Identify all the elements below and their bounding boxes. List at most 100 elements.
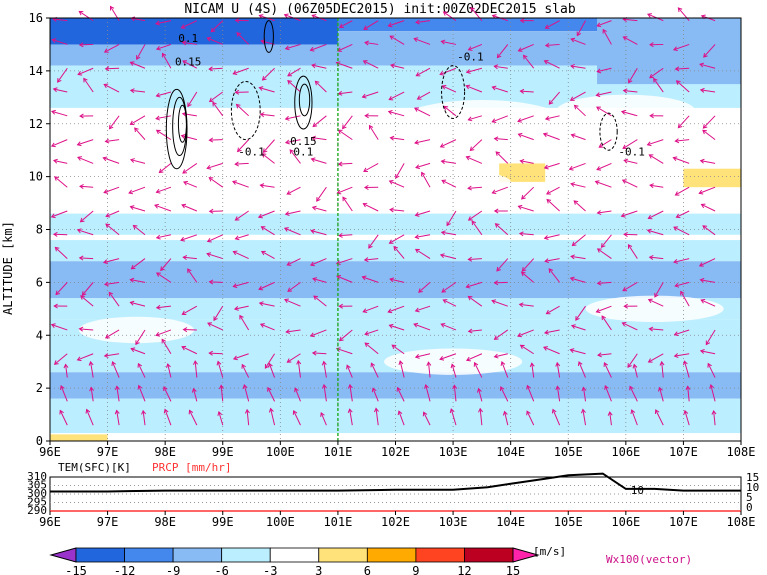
wind-vector-225 <box>363 203 379 212</box>
wind-vector-head-290 <box>473 361 479 367</box>
wind-vector-96 <box>187 268 198 283</box>
wind-vector-head-87 <box>161 52 167 58</box>
wind-vector-242 <box>389 234 405 244</box>
wind-vector-7 <box>55 247 68 259</box>
wind-vector-head-280 <box>441 179 447 185</box>
wind-vector-head-69 <box>129 61 135 66</box>
wind-vector-93 <box>181 346 198 355</box>
wind-vector-head-16 <box>51 38 57 43</box>
wind-vector-head-18 <box>85 408 91 414</box>
surface-y-left-0: 310 <box>27 470 47 483</box>
wind-vector-head-41 <box>108 291 114 297</box>
wind-vector-11 <box>53 159 68 164</box>
wind-vector-head-253 <box>424 384 429 389</box>
wind-vector-head-235 <box>396 386 402 392</box>
wind-vector-59 <box>130 301 146 307</box>
colorbar-swatch-4 <box>221 547 271 563</box>
wind-vector-head-10 <box>54 176 59 181</box>
wind-vector-head-195 <box>311 63 316 69</box>
wind-vector-210 <box>338 129 353 141</box>
wind-vector-head-132 <box>232 283 238 289</box>
wind-vector-356 <box>548 91 560 105</box>
wind-vector-196 <box>310 43 327 51</box>
wind-vector-head-255 <box>414 353 420 359</box>
wind-vector-77 <box>156 305 171 309</box>
wind-vector-head-184 <box>309 332 315 338</box>
wind-vector-head-81 <box>154 203 160 209</box>
x-tick-label-1: 97E <box>97 445 119 459</box>
wind-vector-head-55 <box>137 384 143 390</box>
surface-annotation: 10 <box>631 484 644 497</box>
wind-vector-head-326 <box>529 362 535 368</box>
x-tick-label-4: 100E <box>266 445 295 459</box>
wind-vector-115 <box>206 253 223 260</box>
wind-vector-269 <box>415 20 431 23</box>
wind-vector-360 <box>582 409 587 426</box>
wind-vector-317 <box>495 151 509 164</box>
wind-vector-142 <box>236 32 250 45</box>
wind-vector-403 <box>628 244 638 259</box>
wind-vector-217 <box>372 388 379 402</box>
wind-vector-112 <box>207 322 223 331</box>
y-tick-label-7: 14 <box>29 64 43 78</box>
wind-vector-head-346 <box>543 329 549 335</box>
colorbar-tick-6: 6 <box>364 564 371 575</box>
contour-negative-w-1 <box>441 65 466 119</box>
wind-vector-head-434 <box>682 360 688 366</box>
wind-vector-head-422 <box>646 228 652 234</box>
wind-vector-340 <box>518 43 534 52</box>
wind-vector-170 <box>284 227 301 236</box>
wind-vector-head-108 <box>217 410 223 416</box>
chart-title: NICAM U (4S) (06Z05DEC2015) init:00Z02DE… <box>184 2 576 17</box>
wind-vector-129 <box>233 353 249 360</box>
x-tick-label-2: 98E <box>154 445 176 459</box>
wind-vector-head-269 <box>415 19 420 25</box>
wind-vector-459 <box>701 204 716 212</box>
wind-vector-head-205 <box>335 260 341 265</box>
wind-vector-head-356 <box>548 99 554 105</box>
wind-vector-head-357 <box>543 59 549 65</box>
wind-vector-389 <box>596 162 612 171</box>
wind-vector-head-430 <box>649 42 654 48</box>
wind-vector-265 <box>414 107 431 117</box>
wind-vector-head-107 <box>180 24 186 29</box>
wind-vector-head-438 <box>674 282 680 288</box>
wind-vector-166 <box>286 329 301 333</box>
wind-vector-156 <box>263 139 275 153</box>
wind-vector-78 <box>156 272 172 283</box>
wind-vector-82 <box>156 186 172 193</box>
wind-vector-head-364 <box>570 324 576 329</box>
y-tick-label-6: 12 <box>29 117 43 131</box>
wind-vector-23 <box>80 295 94 307</box>
wind-vector-head-301 <box>467 116 473 122</box>
wind-vector-301 <box>468 115 483 121</box>
wind-vector-243 <box>390 209 405 212</box>
wind-vector-391 <box>596 106 612 117</box>
wind-vector-398 <box>633 364 638 378</box>
wind-vector-head-252 <box>422 411 428 417</box>
wind-vector-head-67 <box>129 120 135 125</box>
wind-vector-369 <box>573 200 586 212</box>
wind-vector-198 <box>349 409 353 426</box>
wind-vector-121 <box>212 102 224 117</box>
wind-vector-head-114 <box>208 279 214 285</box>
wind-vector-68 <box>130 89 146 93</box>
wind-vector-35 <box>79 11 94 22</box>
wind-vector-266 <box>417 91 431 100</box>
wind-vector-head-219 <box>364 342 370 348</box>
wind-vector-head-8 <box>52 231 58 237</box>
wind-vector-head-62 <box>132 224 138 230</box>
wind-vector-head-268 <box>413 37 419 42</box>
wind-vector-head-373 <box>573 104 579 110</box>
wind-vector-head-278 <box>440 230 446 236</box>
wind-vector-head-259 <box>414 248 420 254</box>
contour-positive-w-b-1 <box>298 83 311 117</box>
wind-vector-head-319 <box>491 118 497 123</box>
wind-vector-299 <box>466 156 483 164</box>
wind-vector-70 <box>136 44 146 60</box>
wind-vector-head-27 <box>79 217 85 223</box>
wind-vector-45 <box>105 210 120 217</box>
wind-vector-head-144 <box>268 407 274 413</box>
wind-vector-248 <box>388 91 405 101</box>
